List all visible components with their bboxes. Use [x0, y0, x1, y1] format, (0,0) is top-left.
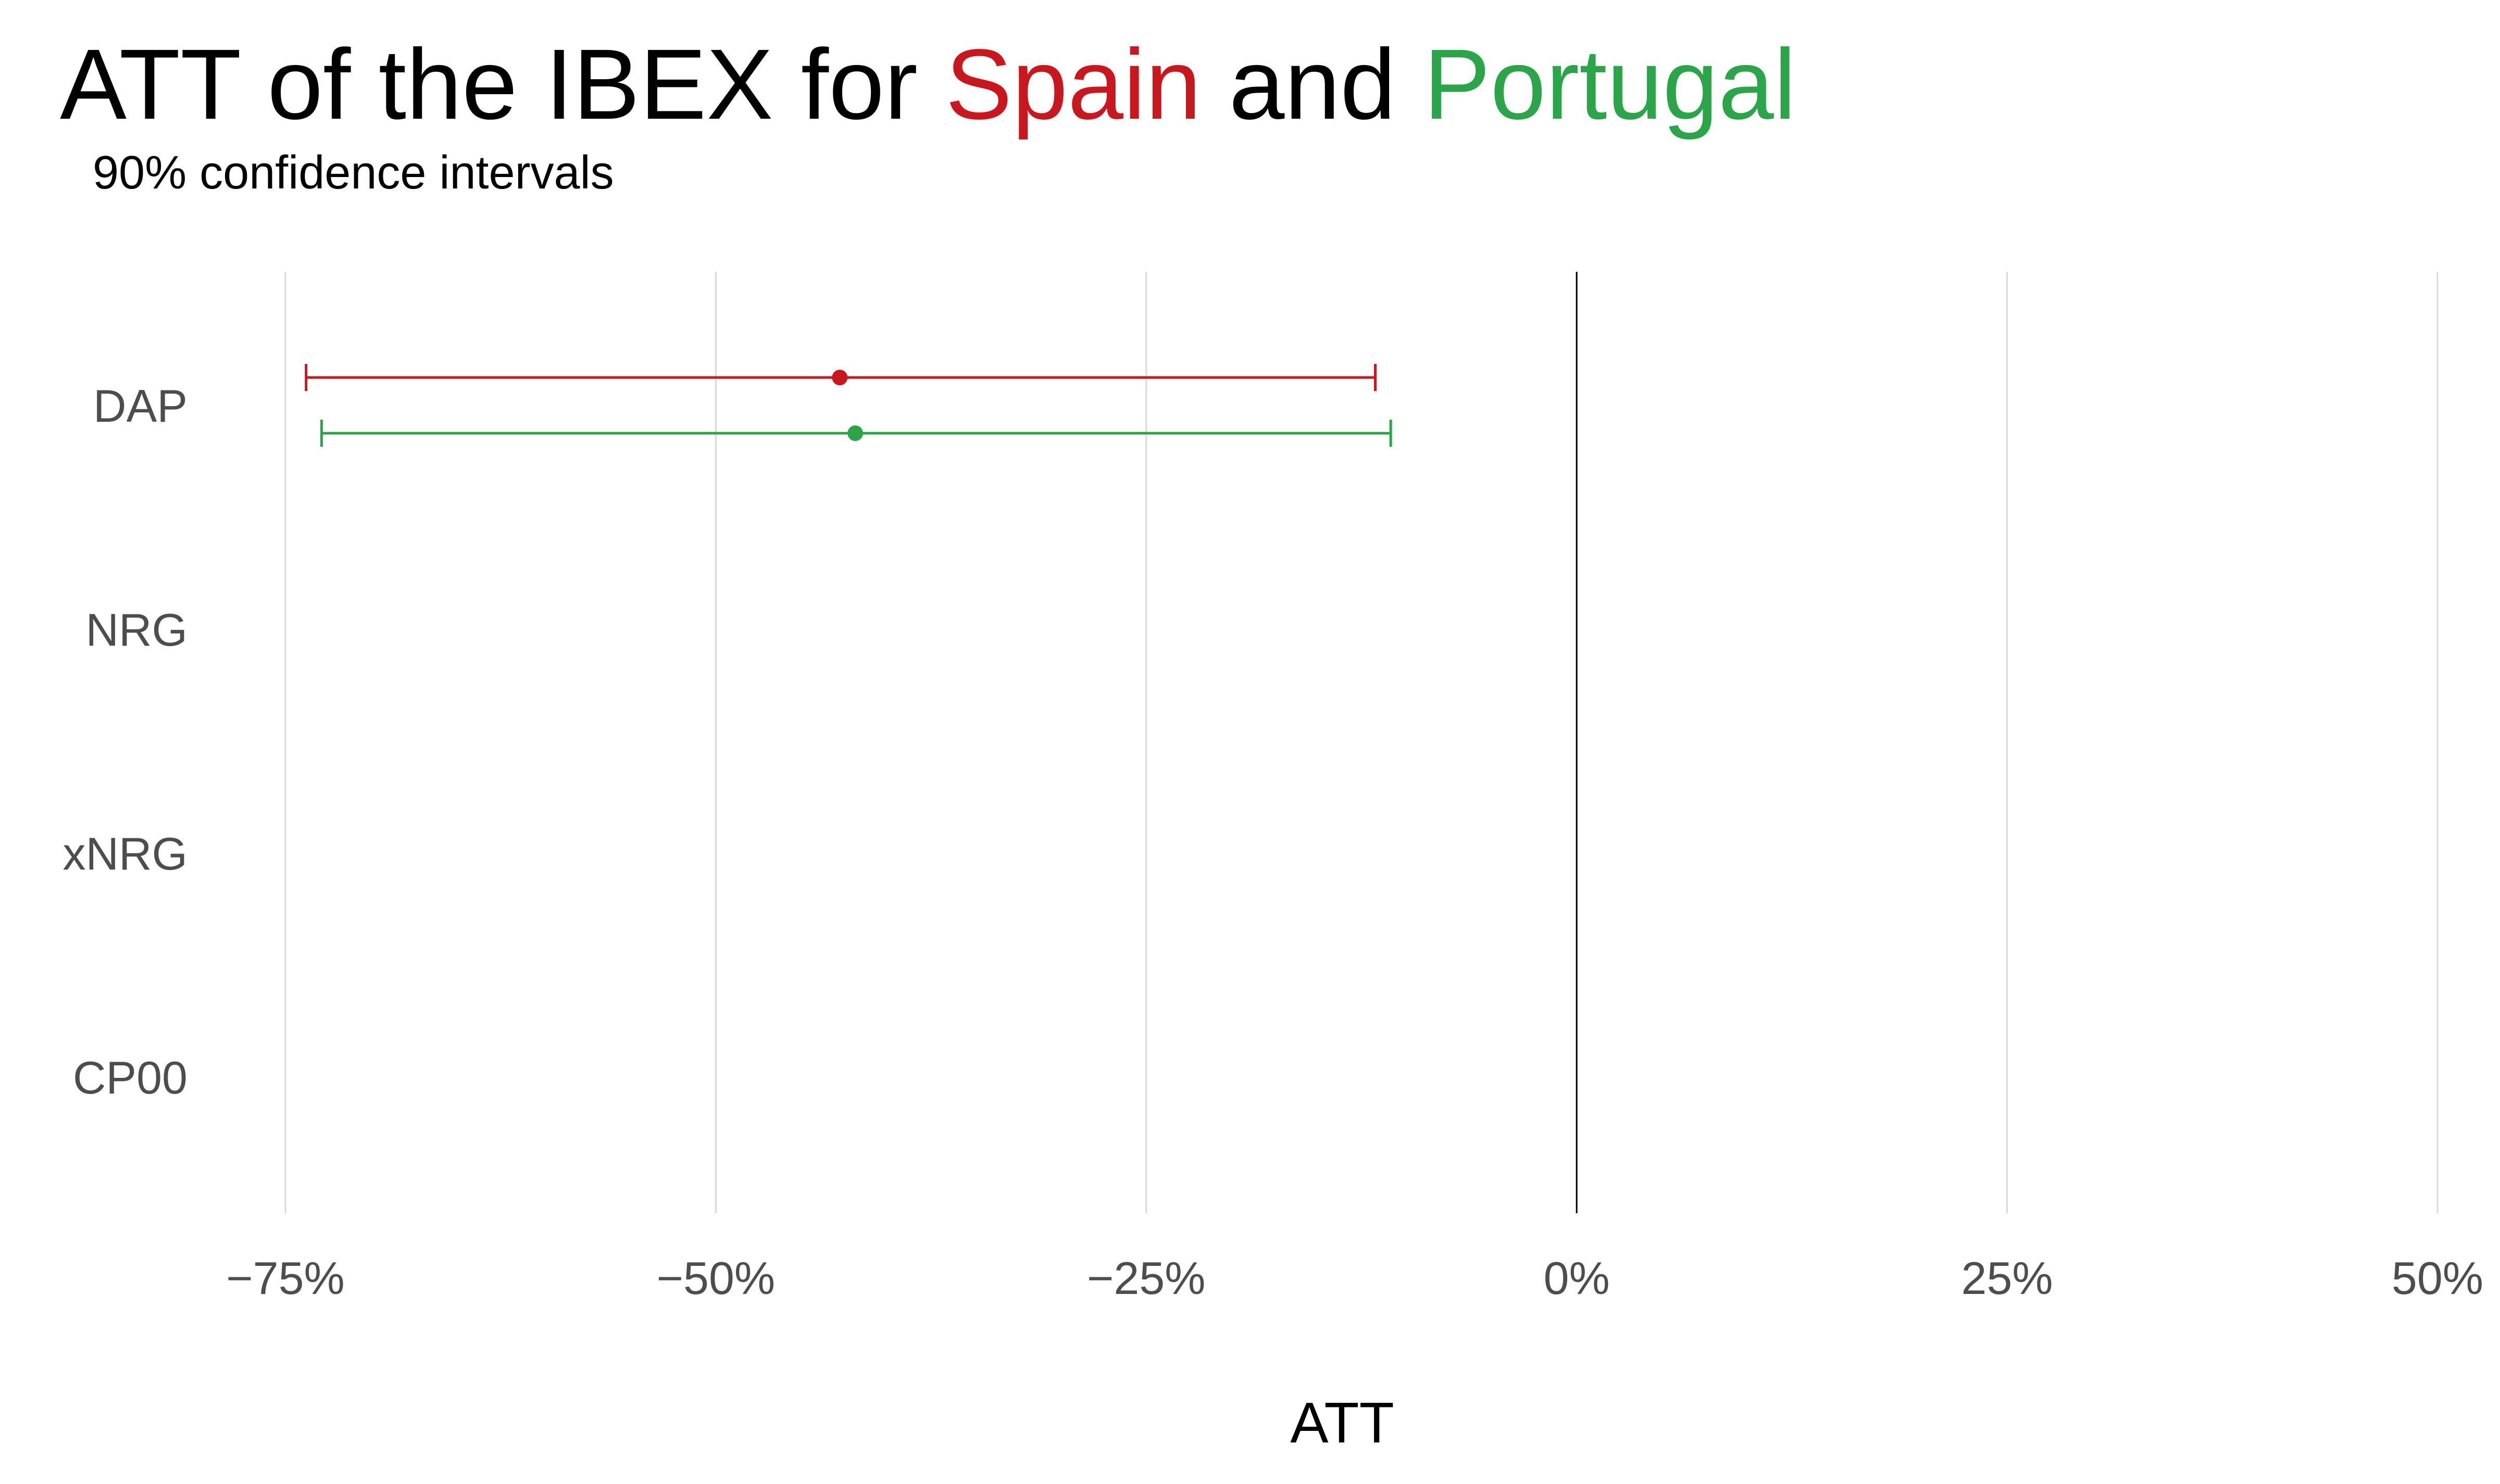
x-axis-ticks: −75% −50% −25% 0% 25% 50% — [226, 1252, 2483, 1304]
y-tick-label: CP00 — [73, 1052, 188, 1103]
x-tick-label: −50% — [657, 1252, 776, 1304]
errorbar-portugal — [320, 420, 1392, 447]
chart-title: ATT of the IBEX for Spain and Portugal — [60, 28, 1796, 140]
point-estimate — [847, 425, 864, 441]
y-axis-ticks: DAP NRG xNRG CP00 — [63, 380, 188, 1103]
y-tick-label: DAP — [93, 380, 188, 432]
x-tick-label: 50% — [2392, 1252, 2483, 1304]
x-tick-label: 25% — [1961, 1252, 2053, 1304]
x-axis-label: ATT — [1290, 1391, 1394, 1455]
series-marks — [305, 364, 1392, 447]
point-estimate — [832, 370, 848, 385]
chart-subtitle: 90% confidence intervals — [93, 147, 614, 199]
title-part-1: Spain — [945, 28, 1201, 140]
gridlines — [284, 272, 2439, 1213]
x-tick-label: −75% — [226, 1252, 345, 1304]
title-part-2: and — [1201, 28, 1423, 140]
title-part-0: ATT of the IBEX for — [60, 28, 945, 140]
y-tick-label: NRG — [85, 604, 188, 656]
y-tick-label: xNRG — [63, 828, 188, 879]
title-part-3: Portugal — [1423, 28, 1796, 140]
x-tick-label: 0% — [1544, 1252, 1610, 1304]
errorbar-spain — [305, 364, 1377, 391]
x-tick-label: −25% — [1087, 1252, 1206, 1304]
